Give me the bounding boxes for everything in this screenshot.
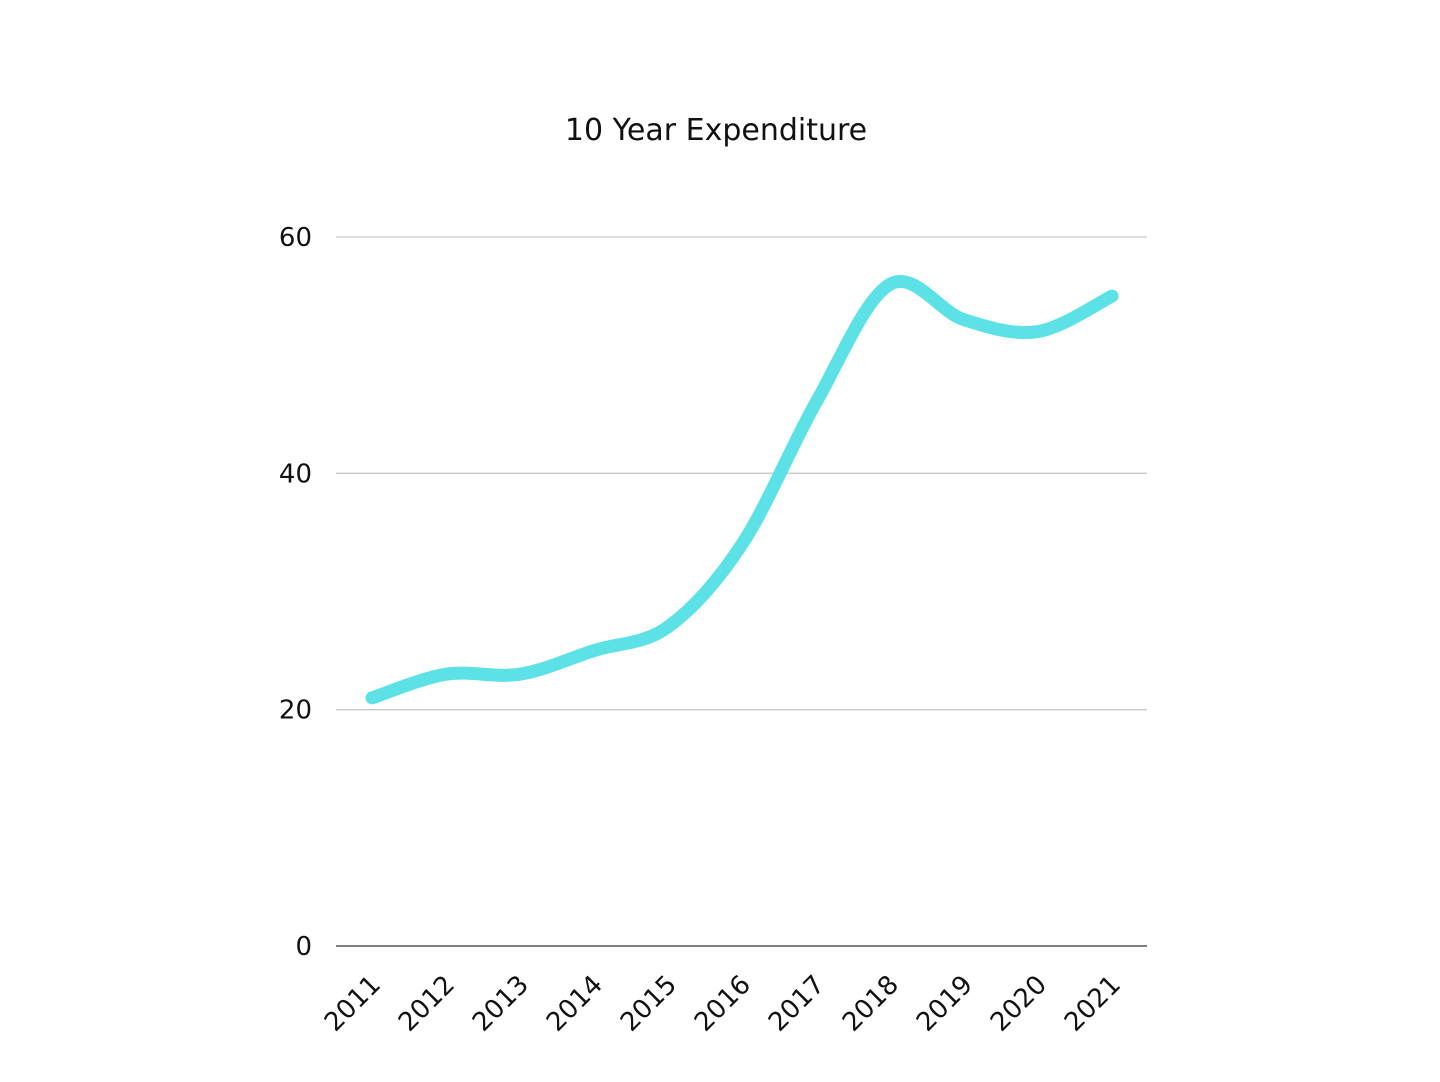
x-tick-label-2021: 2021 [1059, 970, 1127, 1038]
x-tick-label-2015: 2015 [615, 970, 683, 1038]
y-tick-label-20: 20 [279, 696, 312, 726]
x-tick-label-2018: 2018 [837, 970, 905, 1038]
y-tick-label-60: 60 [279, 223, 312, 253]
x-tick-label-2019: 2019 [911, 970, 979, 1038]
series-line-0 [365, 275, 1119, 705]
y-axis-tick-labels: 0 20 40 60 [279, 223, 312, 962]
y-tick-label-0: 0 [295, 932, 312, 962]
x-tick-label-2012: 2012 [393, 970, 461, 1038]
x-tick-label-2016: 2016 [689, 970, 757, 1038]
x-tick-label-2014: 2014 [541, 970, 609, 1038]
x-tick-label-2020: 2020 [985, 970, 1053, 1038]
x-tick-label-2011: 2011 [319, 970, 387, 1038]
y-gridlines [336, 236, 1147, 711]
chart-title: 10 Year Expenditure [565, 113, 867, 148]
x-tick-label-2013: 2013 [467, 970, 535, 1038]
y-tick-label-40: 40 [279, 459, 312, 489]
x-tick-label-2017: 2017 [763, 970, 831, 1038]
series-layer [365, 275, 1119, 705]
x-axis-tick-labels: 2011 2012 2013 2014 2015 2016 2017 2018 2019 2020… [319, 970, 1127, 1038]
